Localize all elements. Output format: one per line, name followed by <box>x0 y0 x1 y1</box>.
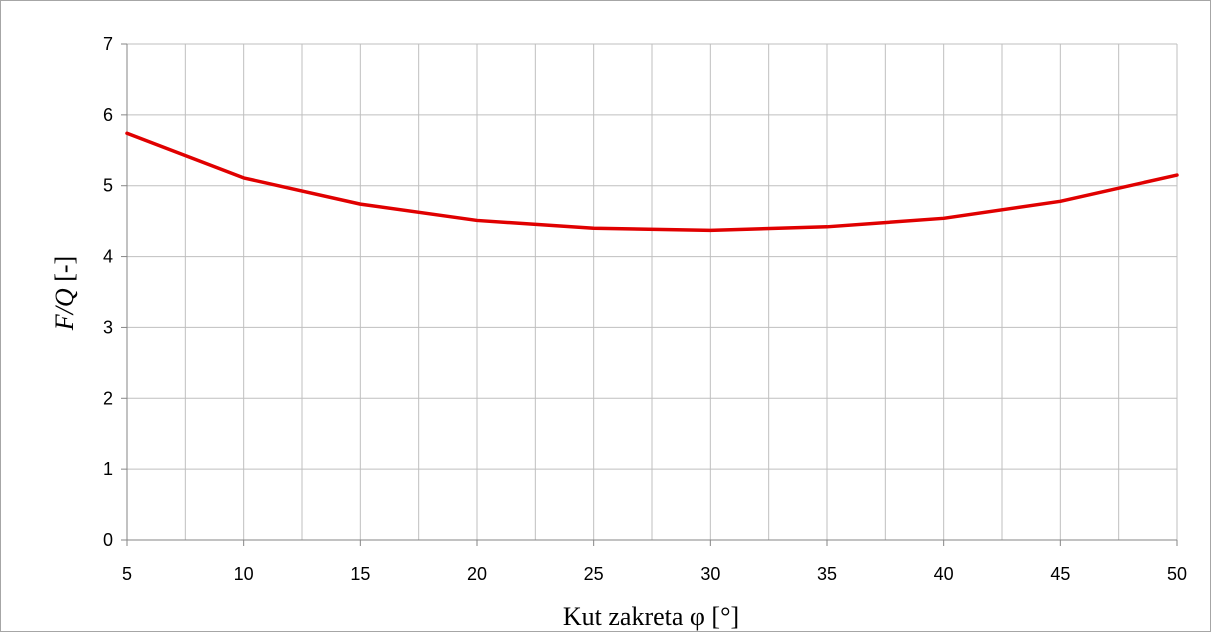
x-tick-label: 10 <box>234 564 254 584</box>
series-line <box>125 131 1179 233</box>
x-tick-label: 40 <box>934 564 954 584</box>
y-tick-label: 2 <box>103 388 113 408</box>
y-tick-label: 1 <box>103 459 113 479</box>
y-tick-label: 4 <box>103 247 113 267</box>
y-axis-title: F/Q [-] <box>50 256 79 331</box>
x-tick-label: 25 <box>584 564 604 584</box>
x-tick-label: 45 <box>1050 564 1070 584</box>
y-tick-label: 6 <box>103 105 113 125</box>
y-tick-label: 0 <box>103 530 113 550</box>
x-tick-label: 30 <box>700 564 720 584</box>
x-tick-label: 35 <box>817 564 837 584</box>
y-tick-label: 7 <box>103 34 113 54</box>
x-tick-label: 5 <box>122 564 132 584</box>
y-tick-label: 3 <box>103 317 113 337</box>
x-tick-label: 15 <box>350 564 370 584</box>
x-tick-label: 20 <box>467 564 487 584</box>
x-axis-title: Kut zakreta φ [°] <box>563 602 739 631</box>
data-series <box>125 131 1179 233</box>
y-axis-title-unit: [-] <box>50 256 79 288</box>
axes <box>121 43 1178 546</box>
y-axis-title-symbol: F/Q <box>50 288 79 331</box>
gridlines <box>127 43 1178 540</box>
y-tick-label: 5 <box>103 176 113 196</box>
x-tick-label: 50 <box>1167 564 1187 584</box>
